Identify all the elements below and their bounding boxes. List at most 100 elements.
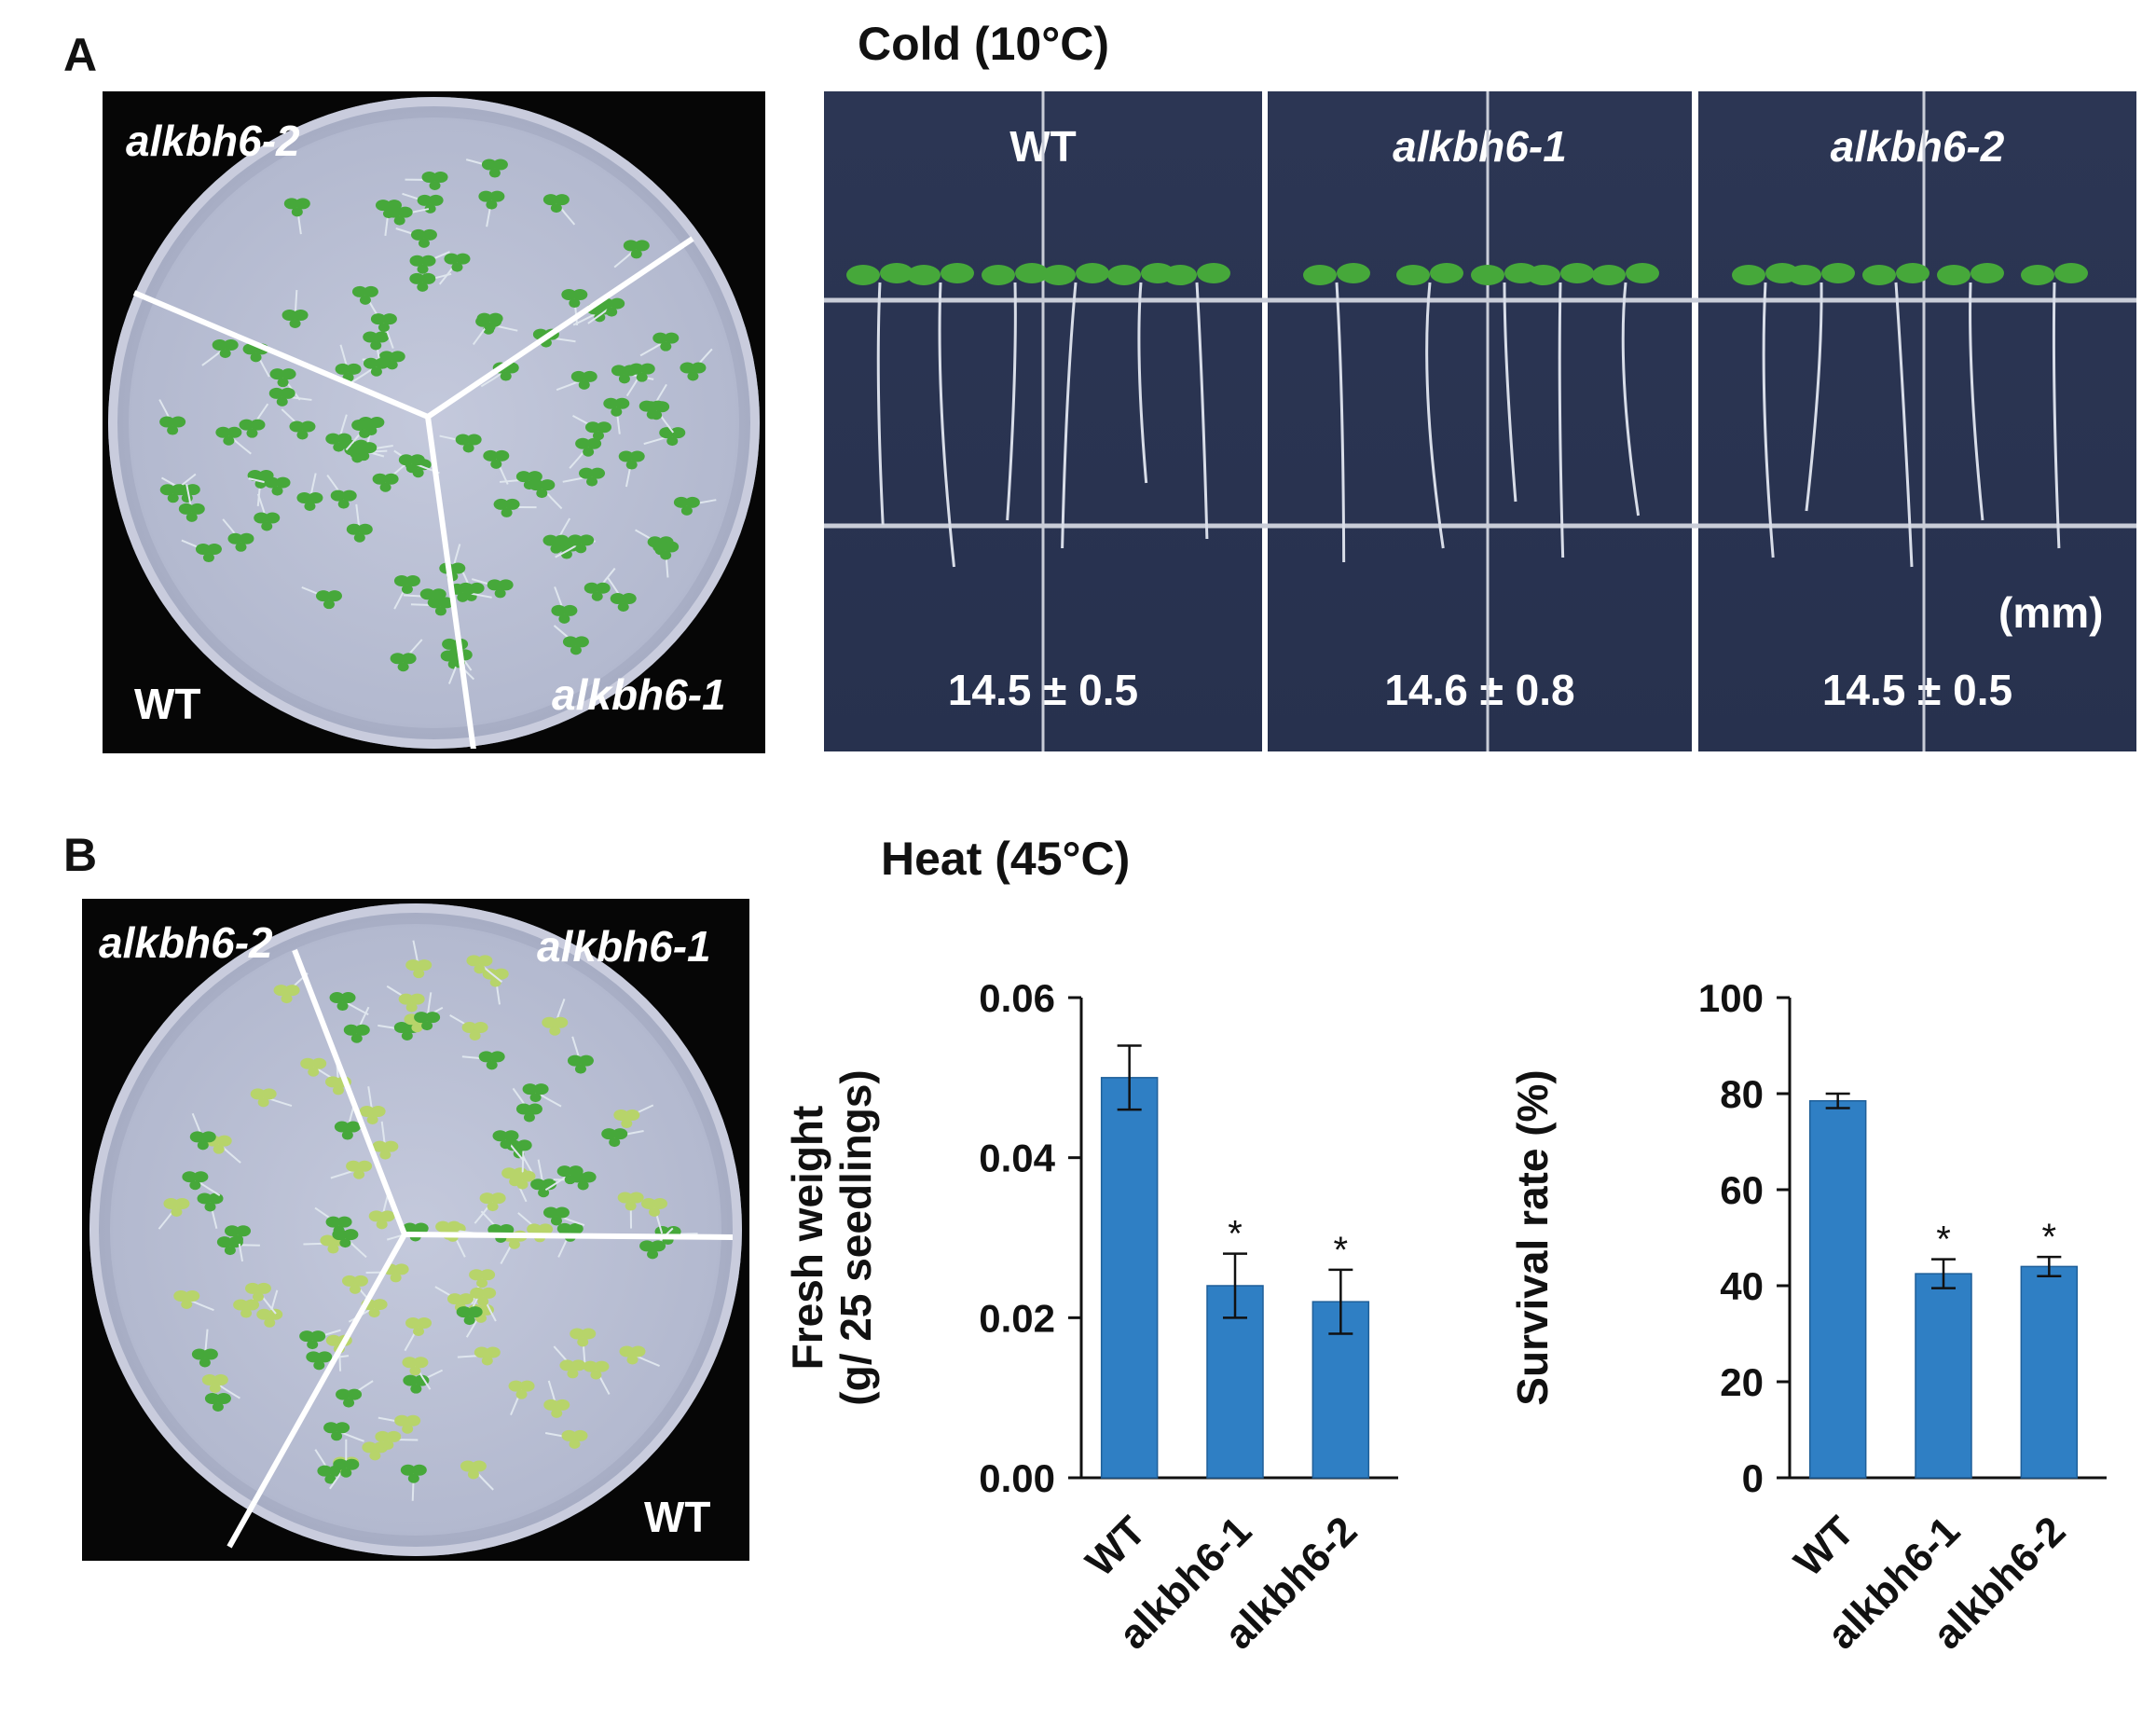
cotyledon	[573, 636, 589, 648]
leaf	[359, 295, 371, 305]
cotyledon	[320, 1234, 336, 1247]
cotyledon	[1592, 265, 1626, 285]
leaf	[501, 507, 513, 517]
cotyledon	[570, 370, 586, 382]
cotyledon	[551, 604, 567, 616]
seedling	[404, 1317, 433, 1352]
cotyledon	[335, 363, 350, 375]
cotyledon	[684, 496, 700, 508]
cotyledon	[419, 588, 435, 600]
significance-marker: *	[1228, 1214, 1243, 1255]
cotyledon	[1471, 265, 1504, 285]
leaf	[457, 592, 469, 602]
seedling	[197, 1192, 224, 1229]
cotyledon	[343, 1024, 359, 1036]
cotyledon	[250, 1088, 266, 1100]
cotyledon	[480, 1269, 496, 1281]
seedling-root	[1061, 282, 1078, 549]
cotyledon	[621, 592, 637, 604]
unit-label-mm: (mm)	[1998, 588, 2104, 637]
cotyledon	[372, 473, 388, 485]
seedling-root	[1425, 282, 1445, 549]
cotyledon	[340, 992, 356, 1004]
cotyledon	[409, 993, 425, 1005]
cotyledon	[1396, 265, 1430, 285]
cotyledon	[197, 1192, 213, 1205]
cotyledon	[223, 339, 239, 351]
seedling	[363, 331, 390, 368]
leaf	[618, 374, 630, 384]
seedling	[2021, 263, 2088, 549]
cotyledon	[639, 363, 655, 375]
cotyledon	[1107, 265, 1141, 285]
seedling	[403, 1369, 444, 1394]
cotyledon	[202, 1348, 218, 1360]
seedling	[439, 434, 482, 453]
cotyledon	[568, 1165, 584, 1178]
seedling	[1937, 263, 2004, 521]
leaf	[257, 1097, 269, 1108]
leaf	[202, 553, 214, 563]
seedling	[907, 263, 974, 568]
cotyledon	[329, 992, 345, 1004]
seedling	[1303, 263, 1370, 563]
leaf	[224, 1246, 236, 1256]
lane-root-length: 14.6 ± 0.8	[1384, 666, 1575, 714]
cotyledon	[481, 1287, 497, 1299]
cotyledon	[508, 1380, 524, 1392]
cotyledon	[590, 467, 606, 479]
seedling	[567, 1036, 594, 1074]
leaf	[296, 430, 309, 440]
leaf	[231, 1234, 243, 1245]
cotyledon	[239, 532, 254, 544]
cotyledon	[568, 534, 584, 546]
cotyledon	[516, 1139, 532, 1151]
cotyledon	[326, 590, 342, 602]
seedling	[224, 1225, 251, 1262]
divider-line	[227, 1233, 407, 1549]
cotyledon	[405, 959, 421, 972]
cotyledon	[492, 1130, 508, 1142]
cotyledon	[393, 1021, 409, 1033]
cotyledon	[417, 194, 433, 206]
seedling	[189, 1112, 216, 1151]
seedling	[248, 476, 291, 496]
seedling-root	[1805, 282, 1823, 512]
cotyledon	[460, 1460, 475, 1472]
cotyledon	[351, 285, 367, 297]
leaf	[490, 459, 502, 469]
cotyledon	[1896, 263, 1929, 283]
cotyledon	[1076, 263, 1109, 283]
cotyledon	[250, 419, 266, 431]
seedling	[414, 992, 441, 1031]
cotyledon	[651, 1240, 666, 1252]
seedling	[461, 1051, 505, 1070]
leaf	[370, 366, 382, 377]
cotyledon	[489, 1051, 505, 1063]
leaf	[327, 1244, 339, 1254]
leaf	[486, 1060, 498, 1070]
cotyledon	[363, 331, 378, 343]
seedling	[562, 467, 606, 487]
cotyledon	[618, 450, 634, 462]
leaf	[558, 613, 570, 624]
cold-seedling-grid-photo: WT 14.5 ± 0.5 alkbh6-1 14.6 ± 0.8 alkbh6…	[824, 91, 2136, 751]
cotyledon	[634, 240, 650, 252]
leaf	[340, 1468, 352, 1478]
cotyledon	[393, 575, 409, 587]
cotyledon	[540, 479, 556, 491]
cotyledon	[330, 489, 346, 502]
leaf	[401, 1030, 413, 1041]
leaf	[609, 1137, 621, 1148]
seedling	[351, 357, 390, 383]
seedling	[542, 999, 569, 1036]
leaf	[687, 371, 699, 381]
leaf	[417, 264, 429, 274]
seedling	[438, 253, 471, 285]
seedling-root	[938, 282, 955, 568]
cotyledon	[2054, 263, 2088, 283]
cotyledon	[255, 1282, 271, 1294]
leaf	[181, 1300, 193, 1310]
seedling	[393, 575, 420, 610]
seedling	[351, 285, 381, 320]
